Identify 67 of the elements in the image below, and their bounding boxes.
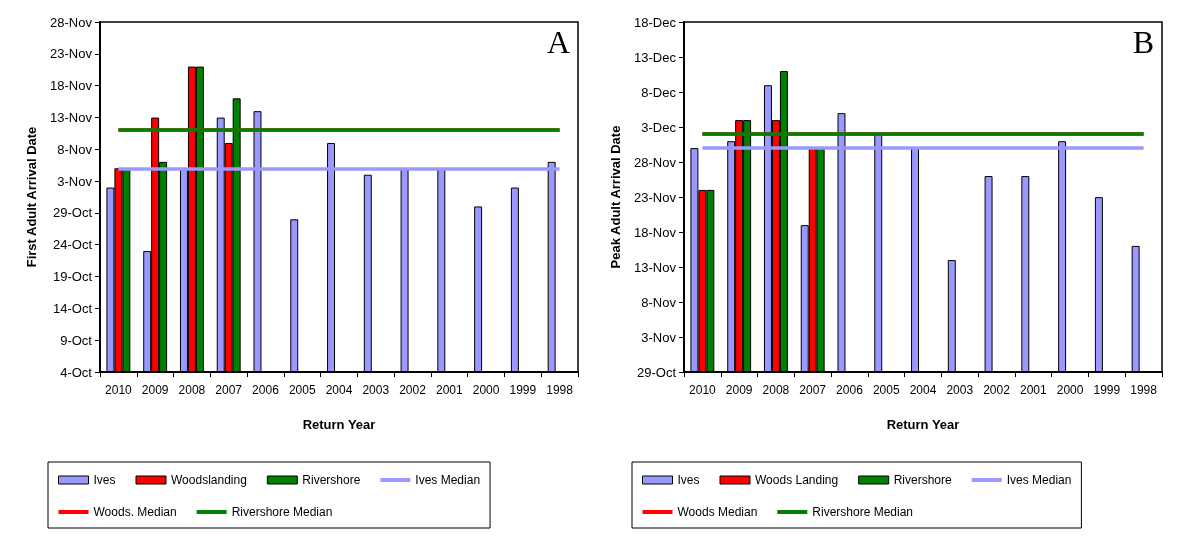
legend-label: Woods Median: [677, 505, 758, 519]
x-tick-label: 1998: [546, 383, 574, 397]
text: 14-Oct: [52, 300, 93, 316]
legend-label: Ives: [93, 473, 116, 487]
text: 13-Nov: [634, 259, 677, 275]
x-axis-title: Return Year: [886, 417, 960, 432]
legend-label: Rivershore: [893, 473, 953, 487]
x-tick-label: 2008: [762, 383, 790, 397]
text: 8-Dec: [641, 84, 677, 100]
legend-label: Ives Median: [1006, 473, 1072, 487]
annotation: B: [1132, 24, 1154, 60]
x-tick-label: 2002: [399, 383, 427, 397]
x-tick-label: 2006: [252, 383, 280, 397]
x-tick-label: 2006: [836, 383, 864, 397]
text: 18-Nov: [634, 224, 677, 240]
y-axis-title: First Adult Arrival Date: [24, 126, 39, 268]
x-tick-label: 1999: [1093, 383, 1121, 397]
legend-label: Woods Landing: [755, 473, 839, 487]
x-tick-label: 2005: [288, 383, 316, 397]
x-tick-label: 2005: [872, 383, 900, 397]
legend-label: Rivershore: [302, 473, 361, 487]
x-tick-label: 2009: [725, 383, 753, 397]
x-tick-label: 2009: [141, 383, 169, 397]
text: 28-Nov: [634, 154, 677, 170]
legend-label: Rivershore Median: [231, 505, 333, 519]
x-tick-label: 2007: [799, 383, 827, 397]
annotation: A: [546, 24, 570, 60]
x-tick-label: 1998: [1130, 383, 1158, 397]
x-tick-label: 2004: [909, 383, 937, 397]
y-axis-title: Peak Adult Arrival Date: [608, 125, 623, 269]
text: 3-Nov: [57, 173, 93, 189]
legend-label: Ives Median: [415, 473, 481, 487]
x-tick-label: 2001: [1019, 383, 1047, 397]
text: 8-Nov: [57, 141, 93, 157]
text: 23-Nov: [634, 189, 677, 205]
x-tick-label: 2010: [689, 383, 717, 397]
x-tick-label: 2000: [1056, 383, 1084, 397]
text: 9-Oct: [60, 332, 93, 348]
text: 29-Oct: [636, 364, 677, 380]
text: 19-Oct: [52, 269, 93, 285]
x-tick-label: 2003: [362, 383, 390, 397]
text: 24-Oct: [52, 237, 93, 253]
text: 29-Oct: [52, 205, 93, 221]
x-tick-label: 2000: [472, 383, 500, 397]
text: 13-Dec: [634, 49, 677, 65]
x-tick-label: 2003: [946, 383, 974, 397]
text: 18-Nov: [50, 78, 93, 94]
legend-label: Ives: [677, 473, 700, 487]
x-tick-label: 2004: [325, 383, 353, 397]
text: 3-Nov: [641, 329, 677, 345]
x-tick-label: 2008: [178, 383, 206, 397]
x-axis-title: Return Year: [302, 417, 376, 432]
text: 3-Dec: [641, 119, 677, 135]
text: 8-Nov: [641, 294, 677, 310]
text: 28-Nov: [50, 14, 93, 30]
legend-label: Rivershore Median: [812, 505, 914, 519]
x-tick-label: 2002: [983, 383, 1011, 397]
text: 18-Dec: [634, 14, 677, 30]
legend-label: Woodslanding: [171, 473, 247, 487]
text: 23-Nov: [50, 46, 93, 62]
x-tick-label: 2007: [215, 383, 243, 397]
text: 13-Nov: [50, 109, 93, 125]
x-tick-label: 2010: [105, 383, 133, 397]
x-tick-label: 1999: [509, 383, 537, 397]
x-tick-label: 2001: [435, 383, 463, 397]
text: 4-Oct: [60, 364, 93, 380]
legend-label: Woods. Median: [93, 505, 177, 519]
